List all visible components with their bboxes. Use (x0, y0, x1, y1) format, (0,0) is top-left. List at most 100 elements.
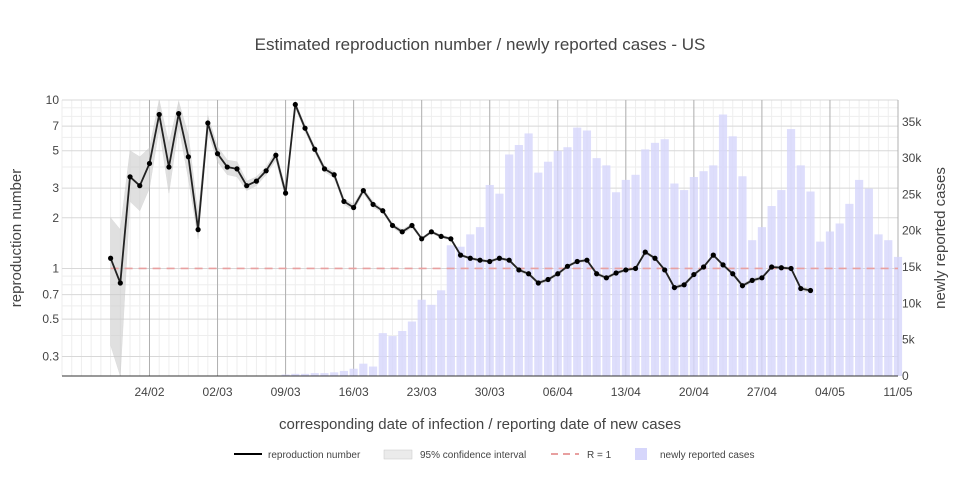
x-tick-label: 27/04 (747, 385, 777, 399)
case-bar (446, 245, 455, 376)
reproduction-number-point (662, 267, 668, 273)
x-tick-label: 20/04 (679, 385, 709, 399)
y-left-axis-label: reproduction number (8, 169, 25, 307)
reproduction-number-point (457, 252, 464, 258)
reproduction-number-point (700, 264, 707, 270)
reproduction-number-point (389, 222, 396, 229)
reproduction-number-point (603, 275, 609, 281)
case-bar (485, 184, 494, 376)
y-right-tick-label: 0 (902, 369, 909, 383)
case-bar (874, 234, 883, 376)
case-bar (602, 165, 611, 376)
reproduction-number-point (526, 271, 532, 277)
legend-item-confidence-interval[interactable]: 95% confidence interval (383, 449, 526, 461)
legend-item-r-equals-1[interactable]: R = 1 (551, 450, 612, 461)
case-bar (738, 176, 747, 376)
legend-item-reproduction-number[interactable]: reproduction number (234, 450, 361, 461)
legend: reproduction number 95% confidence inter… (234, 448, 755, 461)
case-bar (709, 165, 718, 376)
reproduction-number-point (720, 262, 726, 268)
reproduction-number-point (778, 265, 784, 271)
case-bar (553, 150, 562, 376)
case-bar (641, 149, 650, 376)
case-bar (281, 374, 290, 376)
y-right-tick-label: 10k (902, 296, 922, 310)
y-left-tick-label: 2 (52, 211, 59, 225)
reproduction-number-point (438, 233, 444, 240)
reproduction-number-point (681, 282, 687, 288)
y-right-axis-label: newly reported cases (932, 167, 949, 309)
reproduction-number-point (419, 236, 425, 242)
case-bar (291, 373, 300, 376)
case-bar (864, 188, 873, 376)
reproduction-number-point (749, 277, 755, 283)
case-bar (339, 370, 348, 376)
case-bar (427, 304, 436, 376)
y-left-tick-label: 0.7 (42, 288, 59, 302)
reproduction-number-point (487, 258, 493, 265)
reproduction-number-point (594, 271, 600, 277)
case-bar (748, 240, 757, 376)
case-bar (816, 241, 825, 376)
reproduction-number-point (448, 236, 454, 242)
legend-label: newly reported cases (660, 450, 755, 461)
reproduction-number-point (302, 125, 308, 131)
case-bar (359, 363, 368, 376)
reproduction-number-point (642, 249, 648, 255)
reproduction-number-point (428, 229, 434, 235)
reproduction-number-point (506, 257, 512, 263)
reproduction-number-point (127, 174, 133, 180)
reproduction-number-point (273, 152, 279, 158)
reproduction-number-point (574, 258, 580, 265)
x-axis-label: corresponding date of infection / report… (279, 416, 681, 433)
reproduction-number-point (312, 146, 318, 152)
reproduction-number-point (545, 276, 551, 283)
case-bar (884, 240, 893, 376)
y-right-tick-label: 35k (902, 115, 922, 129)
reproduction-number-point (409, 222, 415, 229)
y-left-tick-label: 5 (52, 144, 59, 158)
reproduction-number-point (477, 257, 483, 263)
case-bar (845, 203, 854, 376)
case-bar (718, 114, 728, 377)
axes: 24/02 02/03 09/03 16/03 23/03 30/03 06/04 13/04… (42, 93, 922, 399)
reproduction-number-point (195, 227, 201, 233)
case-bar (786, 129, 796, 376)
y-left-tick-label: 3 (52, 181, 59, 195)
case-bar (699, 171, 708, 376)
legend-item-newly-reported-cases[interactable]: newly reported cases (635, 448, 755, 461)
x-tick-label: 30/03 (475, 385, 505, 399)
x-tick-label: 09/03 (271, 385, 301, 399)
case-bar (524, 133, 533, 376)
reproduction-number-point (632, 265, 639, 272)
x-tick-label: 13/04 (611, 385, 641, 399)
case-bars (281, 114, 903, 377)
y-right-tick-label: 20k (902, 224, 922, 238)
case-bar (582, 130, 592, 376)
case-bar (612, 192, 621, 376)
reproduction-number-point (351, 204, 357, 211)
reproduction-number-point (253, 178, 260, 184)
legend-label: R = 1 (587, 450, 612, 461)
case-bar (368, 366, 378, 376)
y-left-tick-label: 1 (52, 261, 59, 275)
reproduction-number-point (146, 160, 153, 167)
reproduction-number-point (370, 201, 376, 208)
reproduction-number-point (108, 255, 114, 261)
case-bar (660, 139, 669, 376)
reproduction-number-point (185, 154, 191, 160)
y-left-tick-label: 10 (46, 93, 60, 107)
y-left-tick-label: 0.3 (42, 350, 59, 364)
case-bar (330, 372, 339, 376)
case-bar (475, 227, 485, 376)
reproduction-number-point (176, 111, 182, 117)
case-bar (825, 231, 835, 376)
x-tick-label: 06/04 (543, 385, 573, 399)
case-bar (417, 299, 426, 376)
case-bar (388, 336, 397, 376)
case-bar (835, 223, 844, 376)
reproduction-number-point (798, 285, 804, 292)
reproduction-number-point (555, 271, 561, 277)
case-bar (855, 179, 864, 376)
